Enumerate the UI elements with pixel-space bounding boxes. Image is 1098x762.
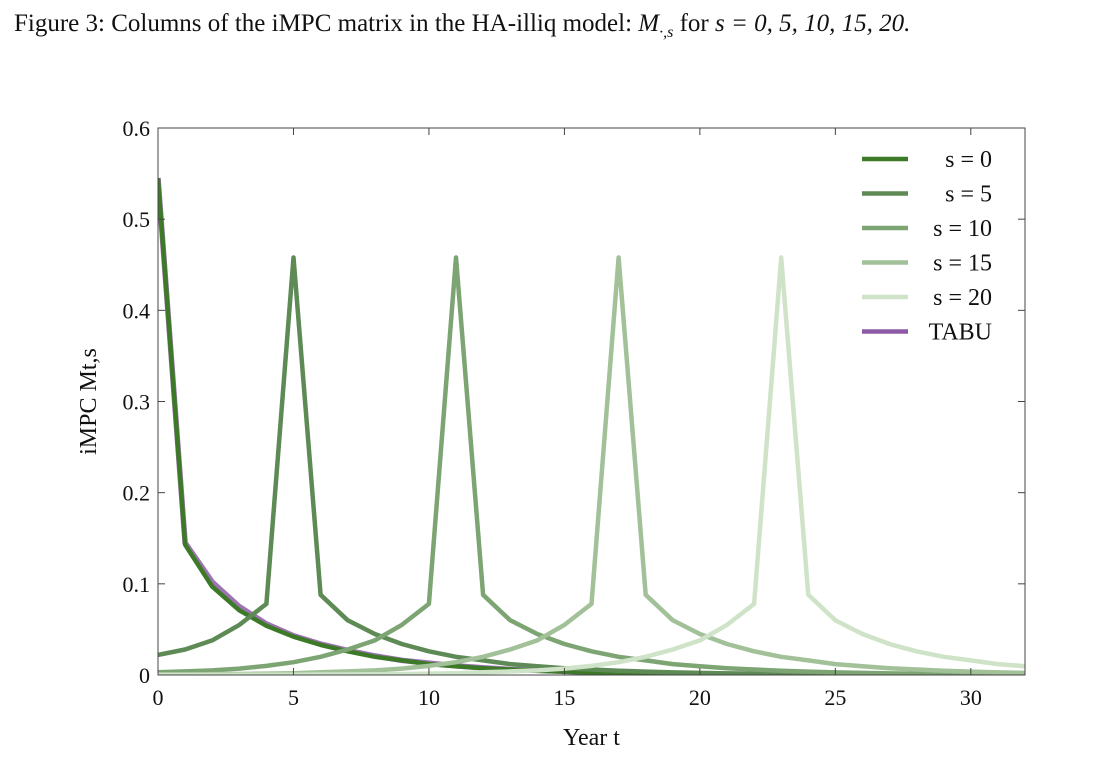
axes: 0 5 10 15 20 25 30 0 0.1 0.2 0.3 0.4 0.5 0.6 Year t iMP…: [76, 116, 1026, 751]
caption-math-symbol: M: [638, 10, 660, 37]
y-tick-label: 0.5: [123, 207, 151, 232]
legend-label: s = 0: [945, 147, 992, 173]
caption-suffix-text: for: [673, 10, 715, 37]
x-tick-label: 15: [553, 685, 575, 710]
x-tick-label: 20: [689, 685, 711, 710]
x-axis-label: Year t: [563, 725, 620, 751]
caption-suffix-math: s = 0, 5, 10, 15, 20.: [715, 10, 911, 37]
figure-caption: Figure 3: Columns of the iMPC matrix in …: [14, 10, 1094, 42]
y-tick-label: 0.1: [123, 572, 151, 597]
y-tick-label: 0.2: [123, 481, 151, 506]
caption-math-subscript: ·,s: [659, 24, 674, 41]
x-tick-label: 10: [418, 685, 440, 710]
x-tick-label: 25: [824, 685, 846, 710]
y-tick-label: 0.4: [123, 298, 151, 323]
legend-label: s = 20: [933, 285, 992, 311]
series-line-s-5: [158, 255, 1025, 675]
series-line-s-10: [158, 255, 1025, 675]
legend: s = 0 s = 5 s = 10 s = 15 s = 20 TABU: [862, 147, 992, 346]
x-tick-label: 5: [288, 685, 299, 710]
legend-label: s = 10: [933, 216, 992, 242]
x-tick-label: 0: [153, 685, 164, 710]
legend-label: TABU: [929, 320, 992, 346]
y-tick-label: 0.6: [123, 116, 151, 141]
legend-label: s = 15: [933, 251, 992, 277]
y-axis-label: iMPC Mt,s: [76, 348, 102, 455]
plot-area: [158, 177, 1025, 675]
y-tick-label: 0: [139, 663, 150, 688]
x-tick-label: 30: [960, 685, 982, 710]
y-tick-label: 0.3: [123, 390, 151, 415]
caption-prefix: Figure 3: Columns of the iMPC matrix in …: [14, 10, 639, 37]
legend-label: s = 5: [945, 182, 992, 208]
